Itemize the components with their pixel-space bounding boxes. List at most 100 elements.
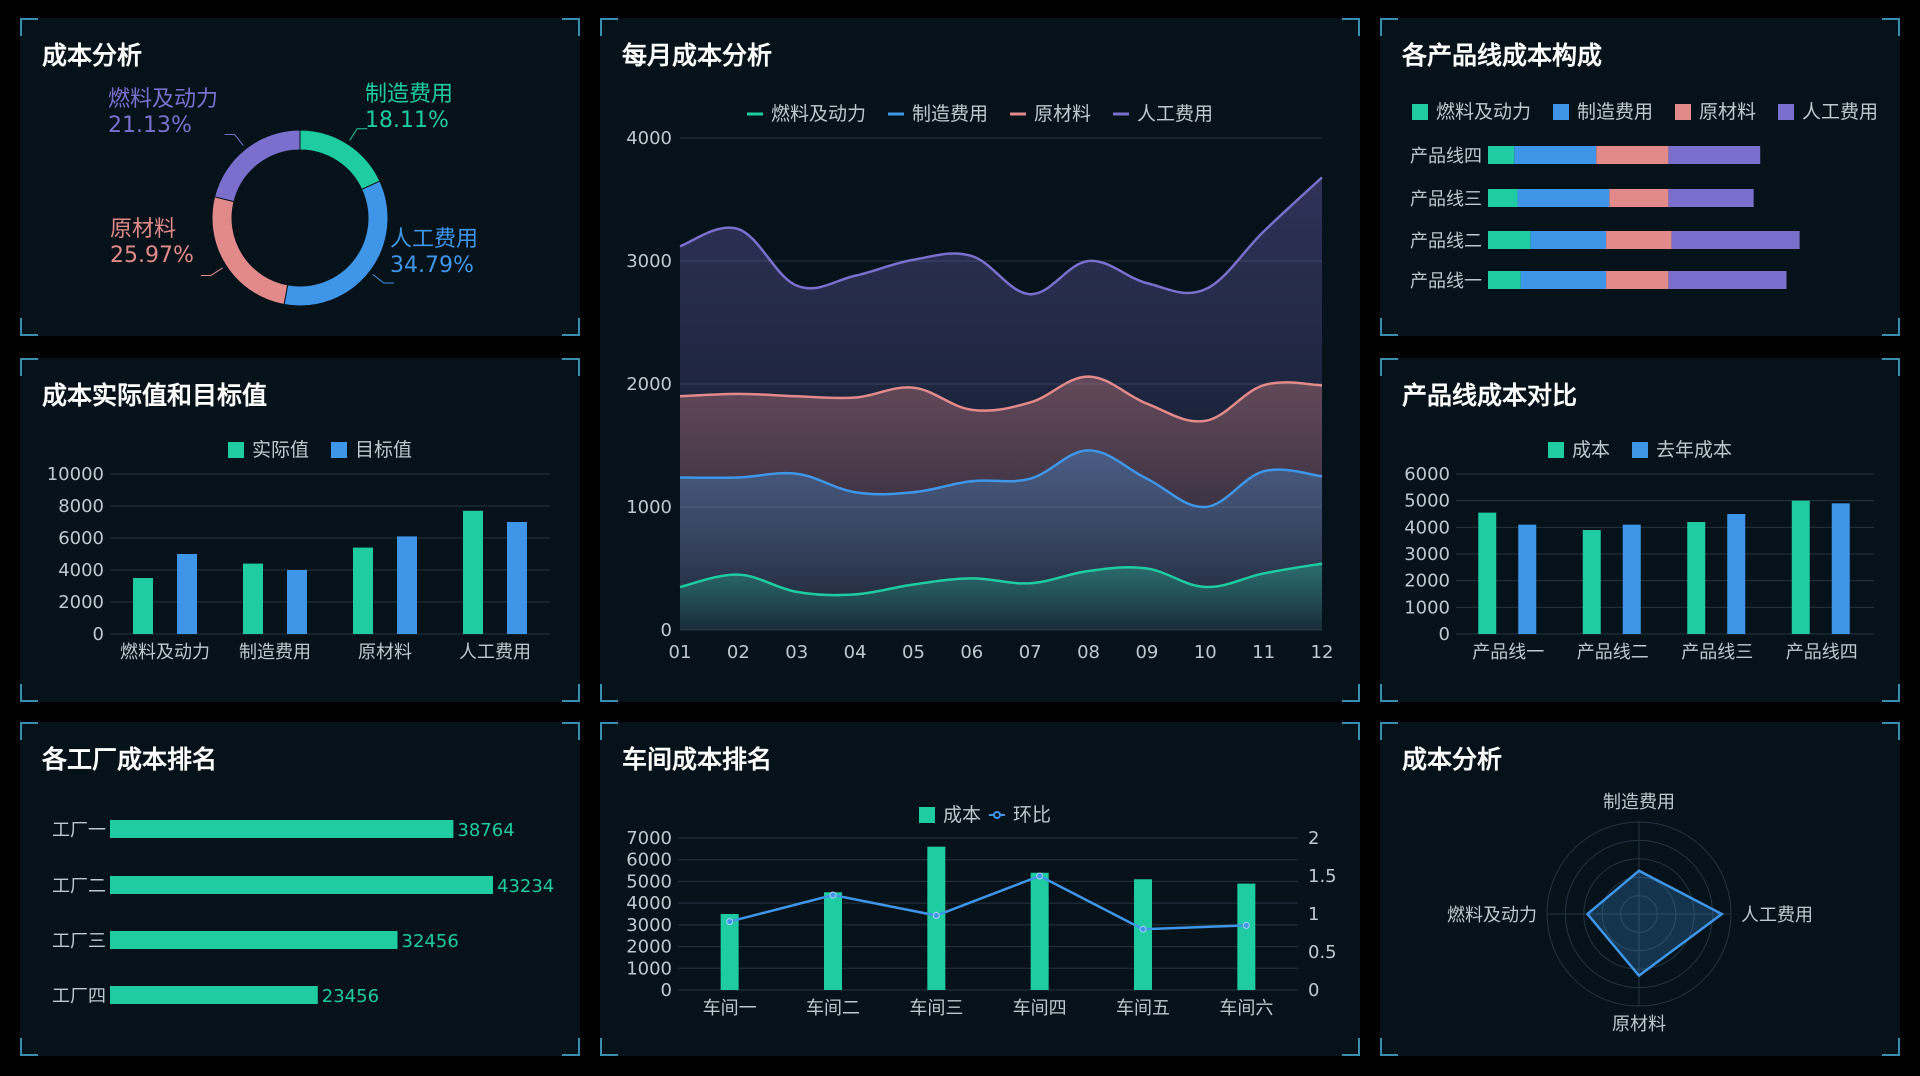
bar bbox=[1622, 524, 1641, 634]
y-tick-label: 2000 bbox=[1404, 571, 1450, 592]
y-tick-label: 4000 bbox=[626, 128, 672, 149]
bar bbox=[243, 563, 263, 634]
donut-slice-name: 燃料及动力 bbox=[108, 87, 218, 112]
bar bbox=[1687, 522, 1706, 634]
ratio-point bbox=[1036, 872, 1044, 880]
legend-label: 制造费用 bbox=[912, 103, 988, 125]
corner-decoration bbox=[600, 722, 618, 740]
legend-label: 去年成本 bbox=[1656, 439, 1732, 461]
bar bbox=[824, 892, 842, 990]
legend-swatch bbox=[331, 442, 347, 458]
corner-decoration bbox=[20, 1038, 38, 1056]
legend-label: 人工费用 bbox=[1137, 103, 1213, 125]
x-tick-label: 05 bbox=[902, 642, 925, 663]
stacked-bar-segment bbox=[1530, 231, 1607, 249]
panel-cost-analysis: 成本分析 制造费用 18.11% 人工费用 34.79% 原材料 25.97% 燃料及动力 2… bbox=[20, 18, 580, 336]
series-line bbox=[679, 375, 1323, 423]
corner-decoration bbox=[1380, 1038, 1398, 1056]
donut-slice-name: 人工费用 bbox=[390, 227, 478, 252]
donut-leader-line bbox=[200, 267, 223, 276]
y-tick-label: 1000 bbox=[626, 497, 672, 518]
bar bbox=[287, 570, 307, 634]
panel-title: 每月成本分析 bbox=[622, 41, 773, 70]
corner-decoration bbox=[562, 684, 580, 702]
legend-swatch bbox=[1778, 104, 1794, 120]
corner-decoration bbox=[562, 358, 580, 376]
legend-label: 人工费用 bbox=[1802, 101, 1878, 123]
corner-decoration bbox=[20, 722, 38, 740]
y-tick-label: 0 bbox=[661, 620, 672, 641]
y-tick-label: 4000 bbox=[626, 893, 672, 914]
corner-decoration bbox=[20, 358, 38, 376]
x-tick-label: 车间四 bbox=[1013, 998, 1067, 1019]
panel-title: 车间成本排名 bbox=[622, 745, 773, 774]
y2-tick-label: 0 bbox=[1308, 980, 1319, 1001]
stacked-bar-segment bbox=[1671, 231, 1800, 249]
ratio-point bbox=[932, 912, 940, 920]
bar bbox=[1237, 883, 1256, 990]
bar bbox=[133, 578, 153, 634]
stacked-bar-segment bbox=[1668, 271, 1787, 289]
panel-product-compare: 产品线成本对比 0 1000 2000 3000 4000 5000 6000 产品线一 产品线… bbox=[1380, 358, 1900, 702]
corner-decoration bbox=[1380, 722, 1398, 740]
y2-tick-label: 2 bbox=[1308, 828, 1319, 849]
x-tick-label: 07 bbox=[1019, 642, 1042, 663]
corner-decoration bbox=[20, 18, 38, 36]
y-tick-label: 3000 bbox=[1404, 544, 1450, 565]
panel-title: 各工厂成本排名 bbox=[42, 745, 218, 774]
x-tick-label: 燃料及动力 bbox=[120, 642, 210, 663]
y-category-label: 产品线四 bbox=[1410, 146, 1482, 167]
bar bbox=[1582, 530, 1601, 634]
donut-slice-percent: 21.13% bbox=[108, 113, 192, 138]
bar bbox=[720, 914, 739, 990]
donut-leader-line bbox=[372, 274, 394, 284]
x-tick-label: 车间六 bbox=[1219, 998, 1273, 1019]
y-tick-label: 0 bbox=[1439, 624, 1450, 645]
y-tick-label: 1000 bbox=[1404, 597, 1450, 618]
radar-indicator-label: 人工费用 bbox=[1741, 905, 1813, 926]
corner-decoration bbox=[562, 1038, 580, 1056]
legend-label: 原材料 bbox=[1699, 101, 1756, 123]
panel-monthly-cost: 每月成本分析 0 1000 2000 3000 4000 01 02 03 04 05 06 07 08… bbox=[600, 18, 1360, 702]
legend-label: 原材料 bbox=[1034, 103, 1091, 125]
stacked-bar-segment bbox=[1609, 189, 1669, 207]
donut-slice-name: 制造费用 bbox=[365, 82, 453, 107]
corner-decoration bbox=[562, 18, 580, 36]
y2-tick-label: 1 bbox=[1308, 904, 1319, 925]
legend-label: 环比 bbox=[1013, 804, 1051, 826]
y-category-label: 工厂四 bbox=[52, 986, 106, 1007]
stacked-bar-segment bbox=[1488, 271, 1521, 289]
corner-decoration bbox=[20, 318, 38, 336]
donut-slice-percent: 18.11% bbox=[365, 108, 449, 133]
y-tick-label: 5000 bbox=[626, 871, 672, 892]
legend-label: 成本 bbox=[1572, 439, 1610, 461]
y-tick-label: 0 bbox=[93, 624, 104, 645]
panel-product-composition: 各产品线成本构成 燃料及动力 制造费用 原材料 人工费用 产品线一 产品线二 产品线三 产品线… bbox=[1380, 18, 1900, 336]
x-tick-label: 06 bbox=[960, 642, 983, 663]
stacked-bar-segment bbox=[1517, 189, 1610, 207]
radar-indicator-label: 制造费用 bbox=[1603, 792, 1675, 813]
x-tick-label: 10 bbox=[1194, 642, 1217, 663]
corner-decoration bbox=[1380, 358, 1398, 376]
bar-value-label: 43234 bbox=[497, 876, 554, 897]
bar bbox=[1831, 503, 1850, 634]
legend-label: 制造费用 bbox=[1577, 101, 1653, 123]
x-tick-label: 人工费用 bbox=[459, 642, 531, 663]
workshop-combo-chart: 0100020003000400050006000700000.511.52车间… bbox=[626, 804, 1336, 1019]
x-tick-label: 原材料 bbox=[358, 642, 412, 663]
stacked-bar-segment bbox=[1520, 271, 1607, 289]
bar bbox=[397, 536, 417, 634]
stacked-bar-segment bbox=[1668, 146, 1761, 164]
corner-decoration bbox=[562, 318, 580, 336]
stacked-bar-segment bbox=[1488, 146, 1515, 164]
bar bbox=[1518, 524, 1537, 634]
x-tick-label: 08 bbox=[1077, 642, 1100, 663]
series-line bbox=[679, 562, 1323, 597]
donut-slice bbox=[299, 129, 381, 191]
radar-area bbox=[1585, 869, 1725, 978]
y-tick-label: 8000 bbox=[58, 496, 104, 517]
bar-value-label: 32456 bbox=[402, 931, 459, 952]
y-tick-label: 6000 bbox=[1404, 464, 1450, 485]
